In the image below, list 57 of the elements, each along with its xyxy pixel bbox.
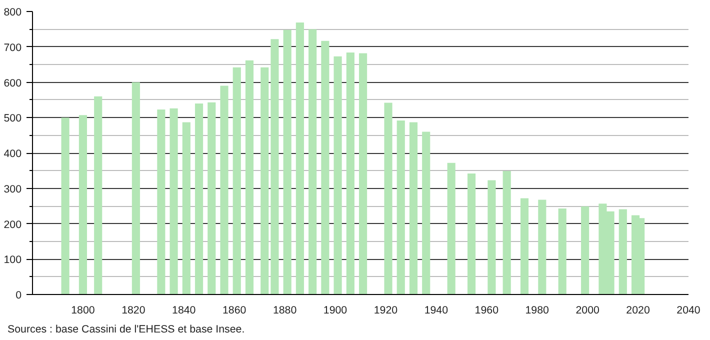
y-tick-label: 800 <box>4 6 22 18</box>
y-tick-label: 100 <box>4 254 22 266</box>
bar <box>422 132 430 294</box>
bar <box>232 67 241 294</box>
bar <box>358 53 368 294</box>
x-tick-label: 2020 <box>626 304 650 316</box>
bar <box>502 171 511 294</box>
x-tick-label: 1880 <box>272 304 297 316</box>
bar <box>194 103 204 294</box>
bar <box>488 180 496 294</box>
bar <box>132 82 140 294</box>
bar <box>346 52 354 294</box>
y-tick-label: 600 <box>4 77 22 90</box>
bar <box>581 206 590 294</box>
bar <box>260 67 269 294</box>
bar <box>296 22 304 294</box>
bar <box>447 162 456 294</box>
x-tick-label: 1840 <box>172 304 196 316</box>
x-tick-label: 1900 <box>323 304 348 316</box>
bar <box>384 102 392 294</box>
y-tick-label: 700 <box>4 42 22 54</box>
bar <box>467 174 476 294</box>
x-tick-label: 1920 <box>374 304 398 316</box>
bar <box>170 108 178 294</box>
x-tick-label: 1940 <box>424 304 448 316</box>
source-note: Sources : base Cassini de l'EHESS et base Insee. <box>8 324 245 336</box>
x-tick-label: 1960 <box>474 304 499 316</box>
bar <box>618 209 627 294</box>
bar <box>308 29 317 294</box>
bar <box>558 208 566 294</box>
bar <box>61 118 70 294</box>
y-tick-label: 300 <box>4 183 22 196</box>
bar <box>182 122 190 294</box>
bar <box>321 40 330 294</box>
bar <box>208 102 216 294</box>
y-tick-label: 500 <box>4 112 22 125</box>
bar <box>334 56 342 294</box>
y-tick-label: 0 <box>16 290 22 302</box>
bar <box>396 120 405 294</box>
bar <box>245 60 254 294</box>
x-tick-label: 1800 <box>71 304 95 316</box>
bar <box>78 115 87 294</box>
y-tick-label: 400 <box>4 148 22 160</box>
bar <box>409 122 418 294</box>
bar <box>270 39 279 294</box>
x-tick-label: 1980 <box>525 304 550 316</box>
bar <box>157 109 166 294</box>
bar <box>94 96 102 294</box>
x-tick-label: 1820 <box>122 304 146 316</box>
bar <box>538 200 546 294</box>
x-tick-label: 1860 <box>222 304 246 316</box>
x-tick-label: 2040 <box>676 304 700 316</box>
bar <box>283 30 292 294</box>
x-tick-label: 2000 <box>576 304 600 316</box>
y-tick-label: 200 <box>4 218 22 231</box>
bar <box>220 86 228 294</box>
bar <box>520 198 529 294</box>
